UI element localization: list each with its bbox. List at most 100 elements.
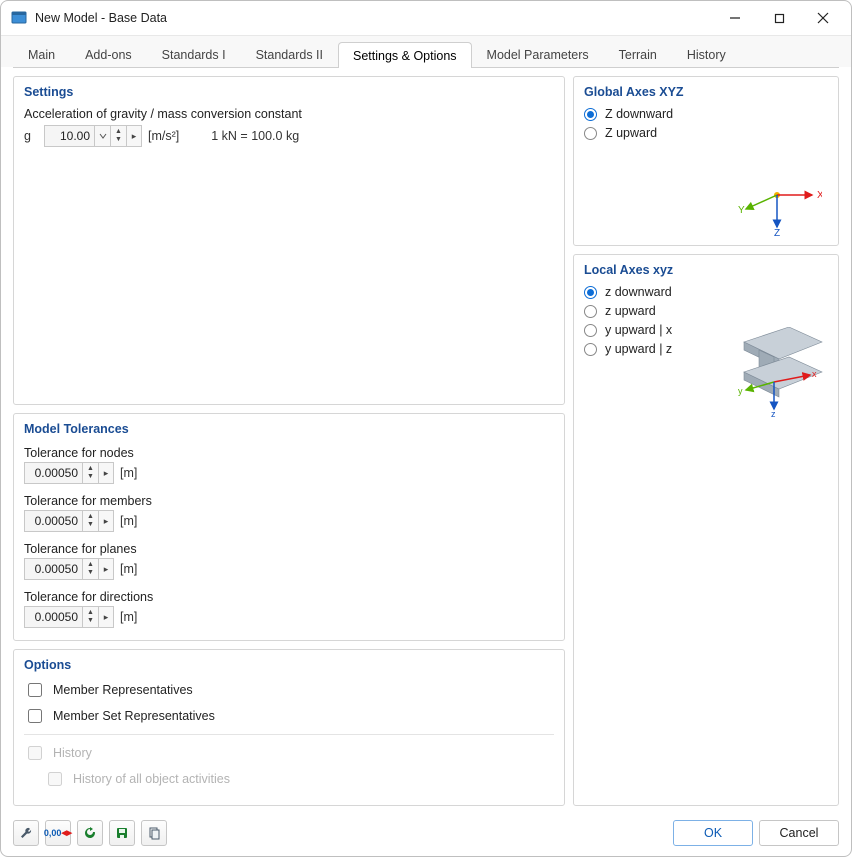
tolerance-label-3: Tolerance for directions [24,590,554,604]
tolerance-value-0[interactable]: 0.00050 [24,462,82,484]
options-title: Options [24,658,554,672]
left-column: Settings Acceleration of gravity / mass … [13,76,565,806]
global-axes-radios-option-1[interactable]: Z upward [584,126,828,140]
tolerance-arrow-1[interactable]: ▸ [98,510,114,532]
global-x-label: X [817,190,822,201]
copy-icon[interactable] [141,820,167,846]
radio-label: y upward | z [605,342,672,356]
member-rep-input[interactable] [28,683,42,697]
cancel-button[interactable]: Cancel [759,820,839,846]
tolerance-unit-0: [m] [120,466,137,480]
gravity-dropdown[interactable] [94,125,110,147]
app-icon [11,10,27,26]
tolerance-unit-2: [m] [120,562,137,576]
settings-panel: Settings Acceleration of gravity / mass … [13,76,565,405]
local-axes-panel: Local Axes xyz z downward z upward y upwar… [573,254,839,806]
tolerance-spinner-3[interactable]: ▲▼ [82,606,98,628]
radio-mark [584,324,597,337]
tolerance-row-0: 0.00050▲▼▸ [m] [24,462,554,484]
gravity-row: g 10.00 ▲▼ ▸ [m/s²] 1 kN = 100.0 kg [24,125,554,147]
radio-mark [584,343,597,356]
close-button[interactable] [801,3,845,33]
member-rep-checkbox[interactable]: Member Representatives [24,680,554,700]
tolerance-row-1: 0.00050▲▼▸ [m] [24,510,554,532]
tab-add-ons[interactable]: Add-ons [70,41,147,67]
tab-model-parameters[interactable]: Model Parameters [472,41,604,67]
right-column: Global Axes XYZ Z downward Z upward X Y [573,76,839,806]
gravity-spinner[interactable]: ▲▼ [110,125,126,147]
radio-label: z downward [605,285,672,299]
gravity-symbol: g [24,129,38,143]
tolerances-panel: Model Tolerances Tolerance for nodes 0.00… [13,413,565,641]
maximize-button[interactable] [757,3,801,33]
tab-main[interactable]: Main [13,41,70,67]
tolerance-row-3: 0.00050▲▼▸[m] [24,606,554,628]
wrench-icon[interactable] [13,820,39,846]
local-axes-title: Local Axes xyz [584,263,828,277]
radio-mark [584,286,597,299]
ok-button[interactable]: OK [673,820,753,846]
radio-mark [584,305,597,318]
global-axes-radios-option-0[interactable]: Z downward [584,107,828,121]
tolerance-spinner-0[interactable]: ▲▼ [82,462,98,484]
tab-settings-options[interactable]: Settings & Options [338,42,472,68]
global-axes-panel: Global Axes XYZ Z downward Z upward X Y [573,76,839,246]
radio-label: Z upward [605,126,657,140]
tolerance-arrow-2[interactable]: ▸ [98,558,114,580]
save-icon[interactable] [109,820,135,846]
tolerance-input-2[interactable]: 0.00050▲▼▸ [24,558,114,580]
memberset-rep-input[interactable] [28,709,42,723]
tolerance-arrow-0[interactable]: ▸ [98,462,114,484]
tolerance-value-3[interactable]: 0.00050 [24,606,82,628]
tab-terrain[interactable]: Terrain [604,41,672,67]
tolerance-input-1[interactable]: 0.00050▲▼▸ [24,510,114,532]
dialog-footer: 0,00◀▶ OK Cancel [1,812,851,856]
gravity-input[interactable]: 10.00 ▲▼ ▸ [44,125,142,147]
dialog-window: New Model - Base Data MainAdd-onsStandar… [0,0,852,857]
global-axes-title: Global Axes XYZ [584,85,828,99]
memberset-rep-checkbox[interactable]: Member Set Representatives [24,706,554,726]
tolerance-spinner-2[interactable]: ▲▼ [82,558,98,580]
tolerance-arrow-3[interactable]: ▸ [98,606,114,628]
local-axes-radios-option-0[interactable]: z downward [584,285,828,299]
history-input [28,746,42,760]
decimals-icon[interactable]: 0,00◀▶ [45,820,71,846]
tab-bar: MainAdd-onsStandards IStandards IISettin… [1,35,851,67]
member-rep-label: Member Representatives [53,683,193,697]
tolerance-unit-1: [m] [120,514,137,528]
global-axes-graphic: X Y Z [732,177,830,237]
dialog-body: Settings Acceleration of gravity / mass … [1,68,851,812]
tolerances-title: Model Tolerances [24,422,554,436]
gravity-arrow[interactable]: ▸ [126,125,142,147]
tab-standards-i[interactable]: Standards I [147,41,241,67]
tolerance-label-0: Tolerance for nodes [24,446,554,460]
radio-mark [584,108,597,121]
settings-title: Settings [24,85,554,99]
tolerance-label-1: Tolerance for members [24,494,554,508]
titlebar: New Model - Base Data [1,1,851,35]
history-all-checkbox: History of all object activities [44,769,554,789]
tolerance-row-2: 0.00050▲▼▸ [m] [24,558,554,580]
tolerance-spinner-1[interactable]: ▲▼ [82,510,98,532]
history-label: History [53,746,92,760]
radio-label: y upward | x [605,323,672,337]
tolerance-input-3[interactable]: 0.00050▲▼▸ [24,606,114,628]
local-axes-radios-option-1[interactable]: z upward [584,304,828,318]
radio-label: Z downward [605,107,673,121]
tab-standards-ii[interactable]: Standards II [241,41,338,67]
tolerance-value-2[interactable]: 0.00050 [24,558,82,580]
refresh-icon[interactable] [77,820,103,846]
minimize-button[interactable] [713,3,757,33]
radio-label: z upward [605,304,656,318]
svg-text:y: y [738,386,743,396]
tab-history[interactable]: History [672,41,741,67]
global-y-label: Y [738,205,745,216]
gravity-label: Acceleration of gravity / mass conversio… [24,107,554,121]
history-checkbox: History [24,743,554,763]
gravity-value[interactable]: 10.00 [44,125,94,147]
gravity-unit: [m/s²] [148,129,179,143]
tolerance-value-1[interactable]: 0.00050 [24,510,82,532]
local-axes-graphic: x y z [724,327,832,417]
tolerance-input-0[interactable]: 0.00050▲▼▸ [24,462,114,484]
global-z-label: Z [774,228,780,237]
